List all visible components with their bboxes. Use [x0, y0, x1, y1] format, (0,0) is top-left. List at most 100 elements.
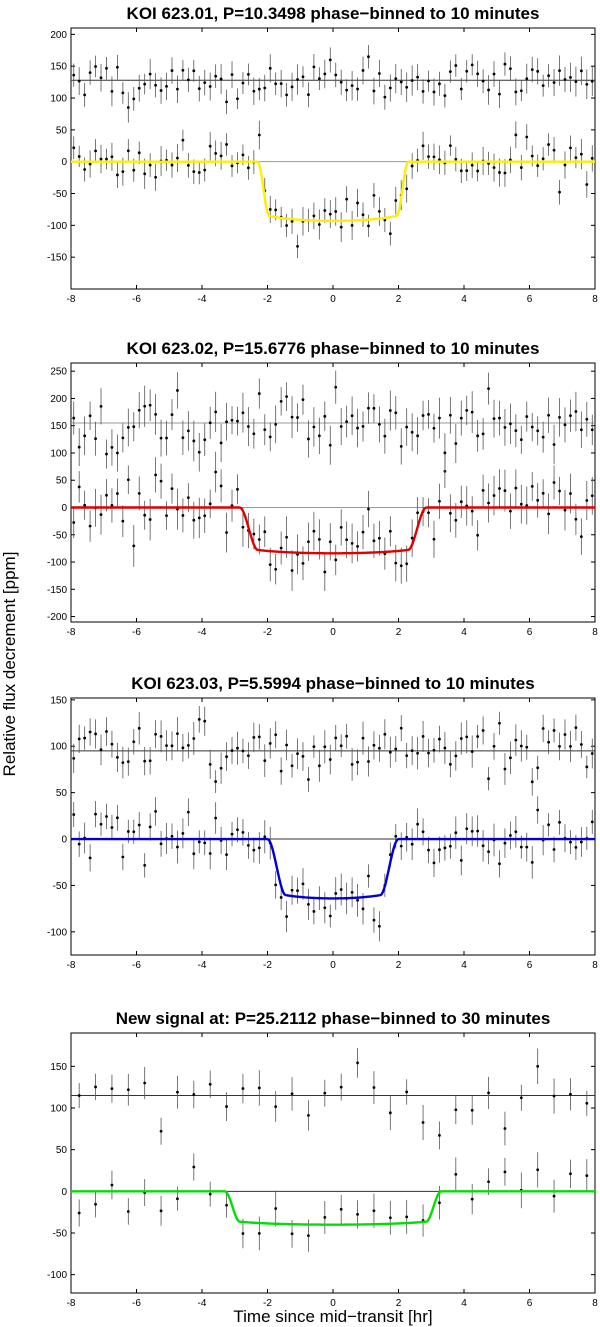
- residual-point: [181, 746, 185, 750]
- residual-point: [279, 769, 283, 773]
- data-point: [361, 530, 365, 534]
- data-point: [219, 484, 223, 488]
- data-point: [525, 135, 529, 139]
- data-point: [132, 544, 136, 548]
- data-point: [361, 213, 365, 217]
- data-point: [487, 850, 490, 854]
- residual-point: [503, 767, 507, 771]
- residual-point: [274, 733, 278, 737]
- residual-point: [514, 738, 518, 742]
- residual-point: [563, 78, 567, 81]
- residual-point: [154, 412, 158, 416]
- y-tick-label: 0: [61, 835, 67, 846]
- x-tick-label: 8: [592, 627, 598, 638]
- y-tick-label: 150: [50, 1062, 67, 1073]
- data-point: [574, 517, 578, 521]
- residual-point: [334, 736, 338, 740]
- data-point: [77, 485, 81, 489]
- data-point: [563, 508, 567, 512]
- data-point: [448, 144, 452, 148]
- residual-point: [323, 414, 327, 418]
- y-tick-label: 0: [61, 1187, 67, 1198]
- data-point: [186, 163, 190, 167]
- data-point: [154, 809, 158, 813]
- residual-point: [394, 747, 398, 751]
- panel-3: KOI 623.03, P=5.5994 phase−binned to 10 …: [47, 674, 598, 971]
- residual-point: [72, 73, 76, 77]
- data-point: [279, 546, 283, 550]
- panel-title: KOI 623.02, P=15.6776 phase−binned to 10…: [127, 339, 540, 358]
- residual-point: [372, 89, 376, 93]
- residual-point: [126, 1088, 130, 1092]
- residual-point: [312, 745, 316, 749]
- data-point: [438, 1201, 441, 1205]
- residual-point: [448, 70, 452, 73]
- residual-point: [377, 72, 381, 75]
- residual-point: [465, 69, 469, 73]
- residual-point: [394, 77, 398, 80]
- x-tick-label: 6: [527, 960, 533, 971]
- residual-point: [590, 79, 594, 83]
- data-point: [241, 1232, 245, 1235]
- data-point: [77, 155, 81, 158]
- x-tick-label: -8: [67, 960, 76, 971]
- data-point: [181, 514, 185, 517]
- residual-point: [465, 409, 469, 412]
- residual-point: [268, 66, 272, 70]
- data-point: [236, 487, 239, 491]
- data-point: [547, 823, 551, 827]
- residual-point: [301, 755, 305, 758]
- residual-point: [148, 759, 152, 763]
- residual-point: [296, 416, 299, 419]
- data-point: [77, 1211, 81, 1215]
- model-curve: [71, 160, 595, 223]
- data-point: [246, 843, 250, 847]
- residual-point: [99, 76, 103, 80]
- residual-point: [252, 736, 256, 739]
- x-tick-label: 0: [330, 627, 336, 638]
- data-point: [465, 827, 469, 831]
- data-point: [246, 166, 250, 170]
- y-tick-label: 200: [50, 394, 67, 405]
- residual-point: [230, 749, 234, 752]
- residual-point: [192, 1093, 196, 1096]
- data-point: [236, 828, 239, 832]
- residual-point: [530, 780, 534, 784]
- data-point: [367, 507, 370, 511]
- residual-point: [246, 73, 250, 76]
- residual-point: [585, 1101, 589, 1105]
- data-point: [88, 524, 92, 528]
- data-point: [214, 151, 218, 155]
- residual-point: [383, 732, 387, 736]
- residual-point: [219, 77, 223, 81]
- x-tick-label: 8: [592, 1298, 598, 1309]
- data-points: [72, 705, 594, 942]
- residual-point: [459, 737, 463, 740]
- x-tick-label: -4: [198, 294, 207, 305]
- residual-point: [350, 763, 354, 766]
- residual-point: [257, 1086, 261, 1090]
- x-tick-label: 4: [461, 294, 467, 305]
- data-point: [225, 143, 228, 146]
- residual-point: [585, 417, 589, 421]
- residual-point: [110, 89, 114, 93]
- residual-point: [159, 1129, 163, 1133]
- data-point: [77, 842, 81, 846]
- residual-point: [438, 1133, 441, 1137]
- y-tick-label: 50: [56, 788, 68, 799]
- data-point: [301, 882, 305, 886]
- data-point: [487, 501, 490, 505]
- data-point: [492, 494, 496, 497]
- x-tick-label: 2: [396, 960, 402, 971]
- residual-point: [165, 744, 168, 748]
- y-tick-label: 150: [50, 695, 67, 706]
- residual-point: [148, 403, 152, 407]
- x-tick-label: 6: [527, 627, 533, 638]
- data-point: [356, 898, 359, 902]
- residual-point: [143, 759, 147, 763]
- residual-point: [487, 387, 490, 391]
- data-point: [503, 171, 507, 175]
- residual-point: [503, 425, 507, 429]
- data-point: [317, 223, 321, 226]
- data-point: [525, 504, 529, 507]
